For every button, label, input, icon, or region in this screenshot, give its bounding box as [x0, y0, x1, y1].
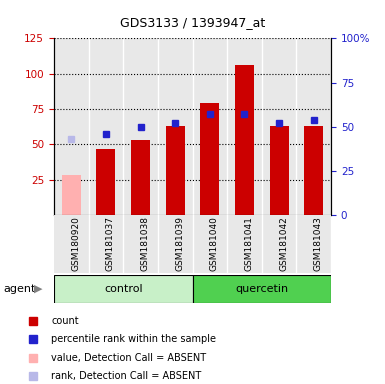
Bar: [62, 175, 81, 215]
Bar: [262, 38, 296, 215]
Text: GDS3133 / 1393947_at: GDS3133 / 1393947_at: [120, 16, 265, 29]
Bar: [192, 215, 227, 273]
Text: agent: agent: [4, 284, 36, 294]
Text: GSM180920: GSM180920: [71, 216, 80, 271]
Text: GSM181038: GSM181038: [141, 216, 149, 271]
Bar: [270, 126, 289, 215]
Bar: [296, 38, 331, 215]
Text: GSM181039: GSM181039: [175, 216, 184, 271]
Bar: [123, 215, 158, 273]
Bar: [123, 38, 158, 215]
Text: percentile rank within the sample: percentile rank within the sample: [51, 334, 216, 344]
Bar: [227, 38, 262, 215]
Bar: [54, 215, 89, 273]
Text: GSM181040: GSM181040: [210, 216, 219, 271]
Bar: [192, 275, 331, 303]
Bar: [200, 103, 219, 215]
Bar: [158, 215, 192, 273]
Bar: [235, 65, 254, 215]
Text: GSM181041: GSM181041: [244, 216, 253, 271]
Text: GSM181037: GSM181037: [106, 216, 115, 271]
Text: GSM181043: GSM181043: [314, 216, 323, 271]
Text: control: control: [104, 284, 142, 294]
Bar: [89, 38, 123, 215]
Text: rank, Detection Call = ABSENT: rank, Detection Call = ABSENT: [51, 371, 201, 381]
Text: GSM181042: GSM181042: [279, 216, 288, 271]
Bar: [158, 38, 192, 215]
Text: quercetin: quercetin: [235, 284, 288, 294]
Bar: [304, 126, 323, 215]
Bar: [166, 126, 185, 215]
Text: count: count: [51, 316, 79, 326]
Bar: [54, 275, 192, 303]
Bar: [227, 215, 262, 273]
Text: value, Detection Call = ABSENT: value, Detection Call = ABSENT: [51, 353, 206, 363]
Bar: [96, 149, 116, 215]
Bar: [296, 215, 331, 273]
Bar: [54, 38, 89, 215]
Bar: [262, 215, 296, 273]
Text: ▶: ▶: [34, 284, 43, 294]
Bar: [192, 38, 227, 215]
Bar: [89, 215, 123, 273]
Bar: [131, 140, 150, 215]
